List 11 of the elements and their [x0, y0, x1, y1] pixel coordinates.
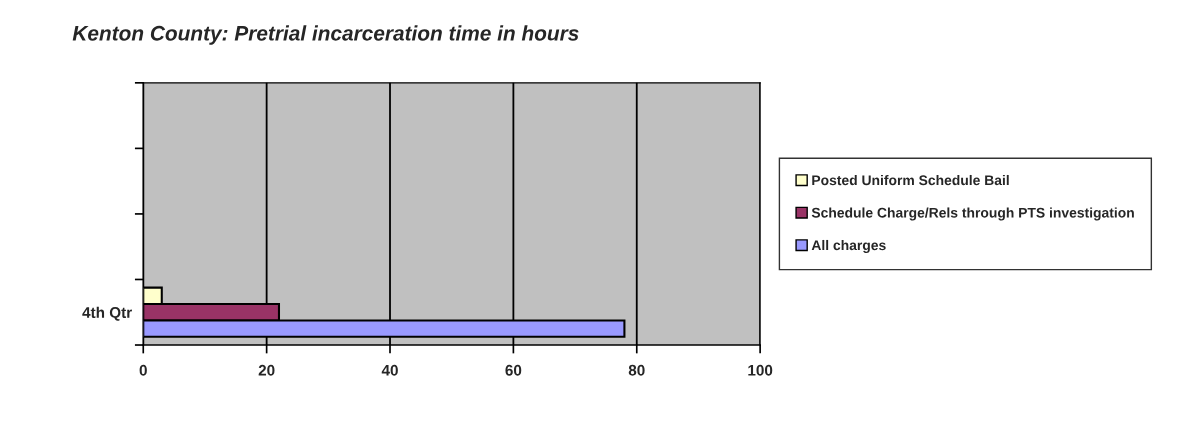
chart-title: Kenton County: Pretrial incarceration time in hours	[72, 25, 579, 45]
legend-label: Posted Uniform Schedule Bail	[812, 174, 1009, 186]
x-tick-label: 80	[628, 364, 645, 376]
y-tick-label: 4th Qtr	[82, 306, 132, 321]
x-tick-label: 40	[381, 364, 398, 376]
x-tick-label: 20	[258, 364, 275, 376]
x-tick-label: 100	[748, 364, 773, 376]
x-tick-label: 60	[505, 364, 522, 376]
legend-label: All charges	[811, 239, 886, 253]
x-tick-label: 0	[139, 364, 147, 376]
legend-label: Schedule Charge/Rels through PTS investigation	[811, 207, 1134, 221]
